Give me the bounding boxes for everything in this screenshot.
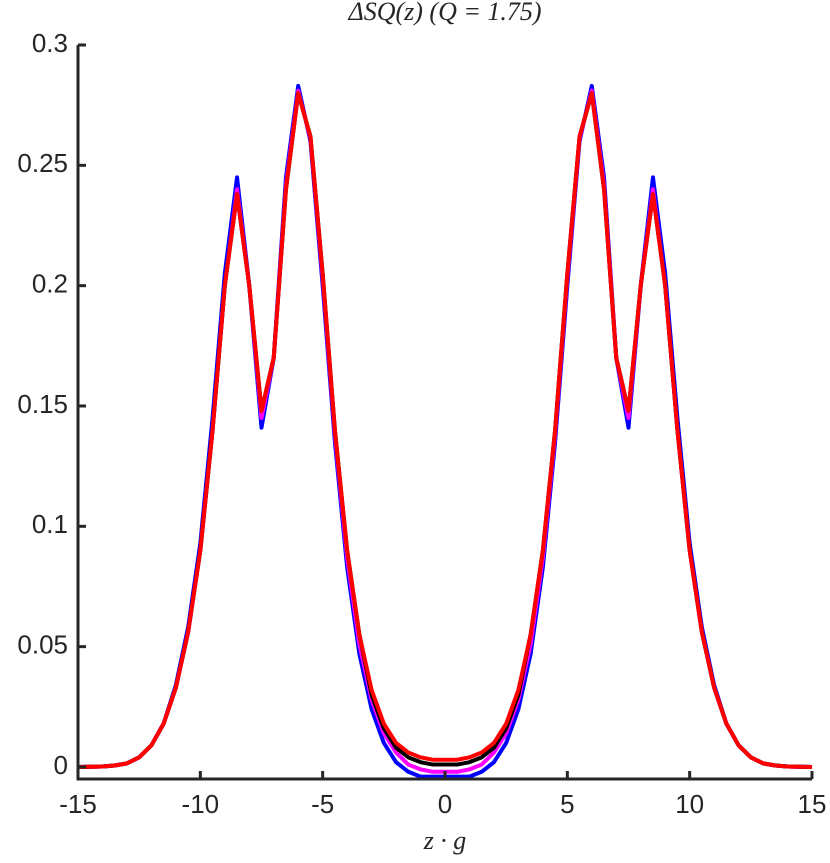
y-tick-label: 0.15 — [17, 389, 68, 419]
y-tick-label: 0.2 — [32, 269, 68, 299]
y-tick-label: 0.05 — [17, 630, 68, 660]
data-line — [77, 88, 813, 774]
x-axis-label: z · g — [423, 826, 467, 855]
x-tick-label: 10 — [675, 789, 704, 819]
x-tick-label: 0 — [438, 789, 452, 819]
x-tick-label: 15 — [798, 789, 827, 819]
y-tick-label: 0.1 — [32, 509, 68, 539]
x-tick-label: -5 — [311, 789, 334, 819]
data-line — [77, 91, 813, 769]
data-line — [77, 83, 813, 779]
y-tick-label: 0.25 — [17, 148, 68, 178]
x-tick-label: -15 — [59, 789, 97, 819]
data-line — [77, 91, 813, 769]
chart-title: ΔSQ(z) (Q = 1.75) — [347, 0, 541, 26]
y-tick-label: 0.3 — [32, 28, 68, 58]
x-tick-label: -10 — [182, 789, 220, 819]
x-tick-label: 5 — [560, 789, 574, 819]
y-tick-label: 0 — [54, 750, 68, 780]
